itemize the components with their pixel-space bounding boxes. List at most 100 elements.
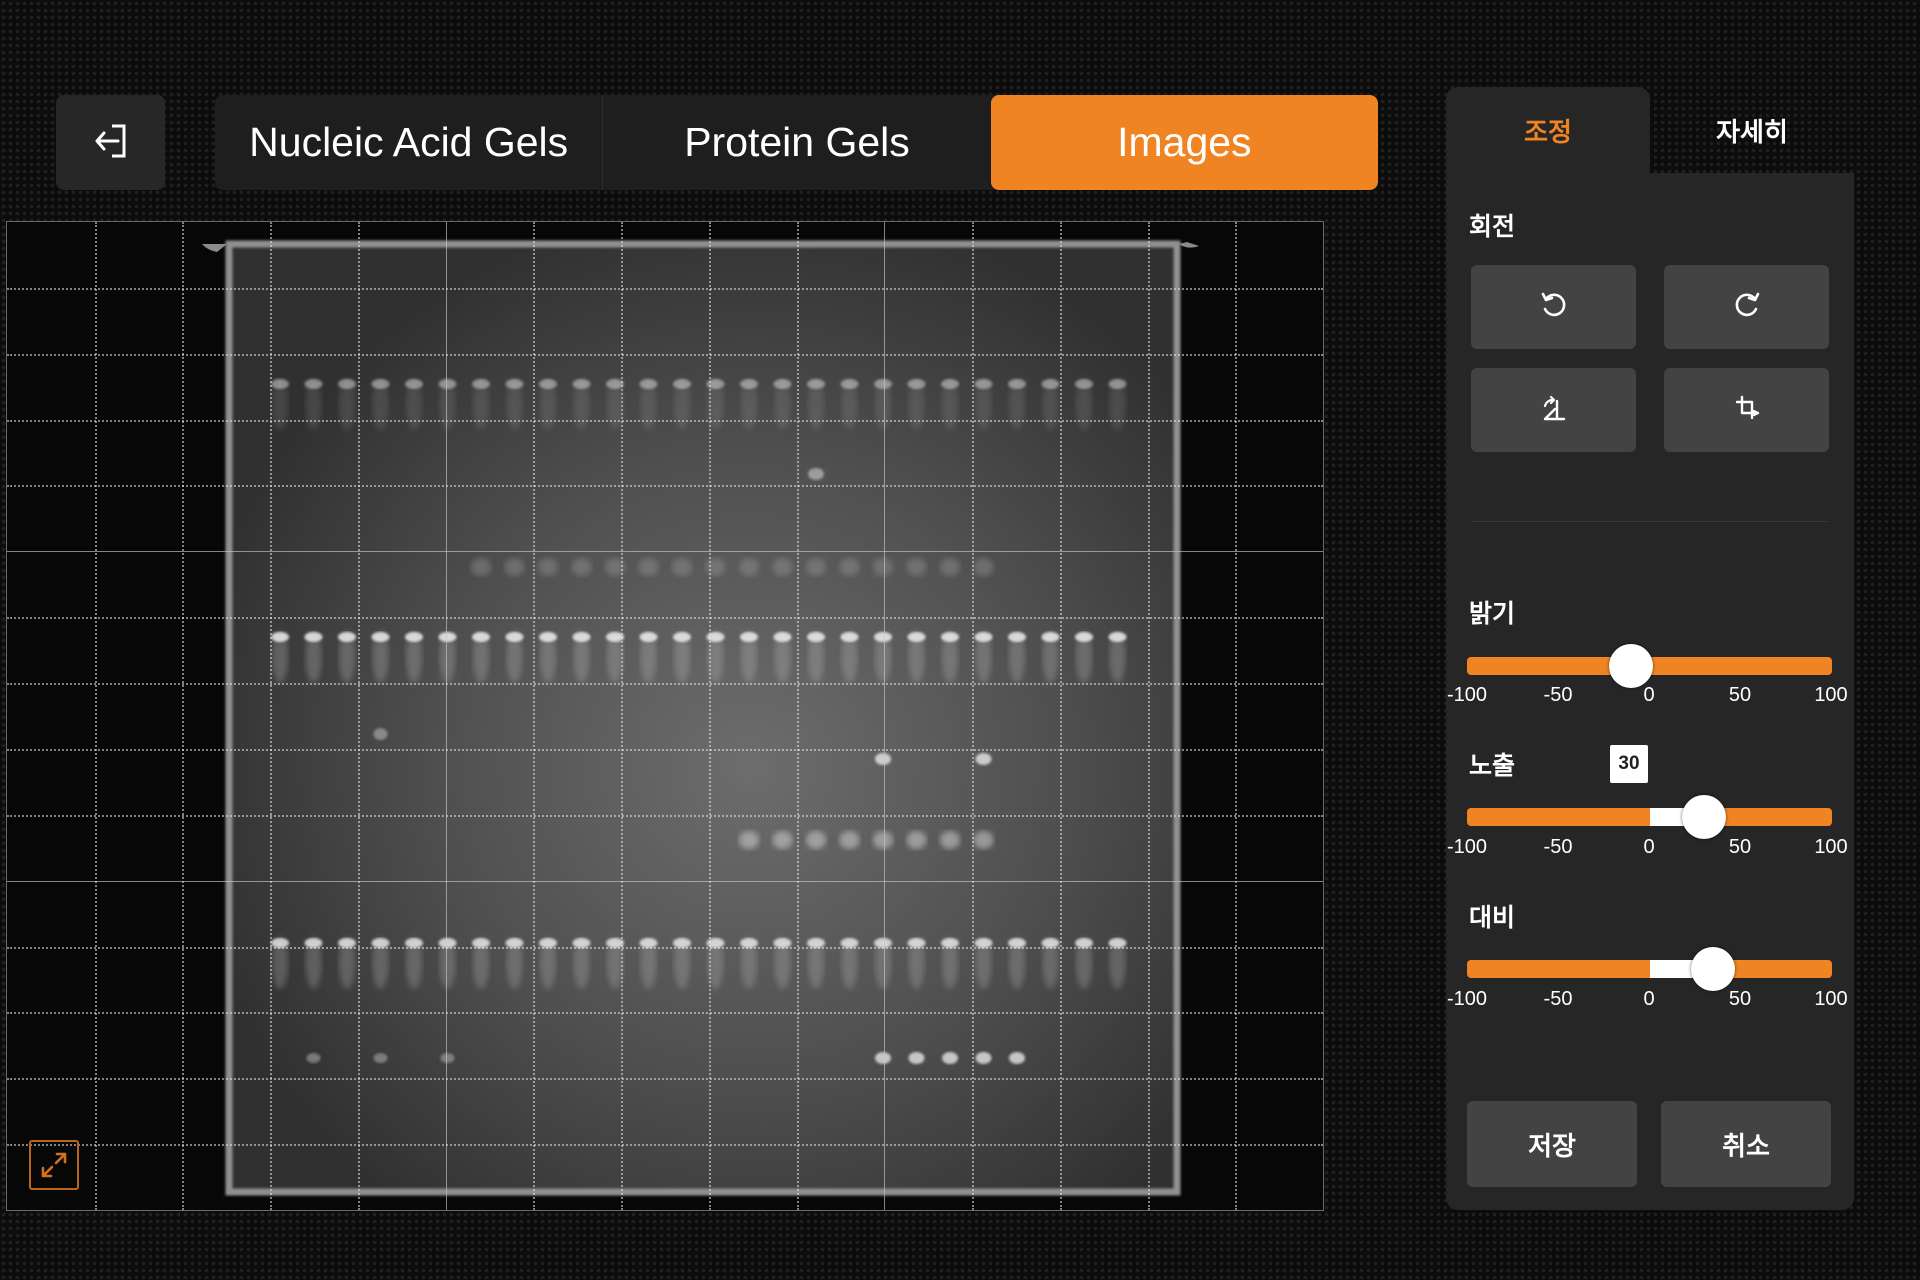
gel-band [673,379,691,389]
gel-band [439,937,456,989]
tick-label: -100 [1446,684,1488,706]
flip-horizontal-icon [1537,391,1571,429]
gel-band [1008,938,1026,948]
gel-band [940,558,960,576]
gel-band [306,1053,321,1063]
exposure-slider[interactable] [1467,795,1832,839]
gel-band [540,378,556,430]
gel-band [271,938,289,948]
contrast-slider-thumb[interactable] [1691,947,1736,991]
gel-band [1042,378,1059,430]
gel-band [439,378,456,430]
brightness-label: 밝기 [1469,599,1516,628]
gel-band [875,1052,891,1064]
grid-line-minor [182,222,185,1210]
gel-band [941,938,959,948]
gel-band [1108,632,1127,642]
gel-band [674,378,690,430]
gel-slab [229,244,1177,1192]
grid-line-minor [7,419,1323,422]
gel-band [774,378,791,430]
gel-band [940,831,960,849]
gel-band [941,632,959,642]
gel-band [975,378,992,430]
gel-band [773,632,792,642]
grid-line-minor [7,353,1323,356]
tab-details[interactable]: 자세히 [1716,117,1788,148]
tick-label: 50 [1728,684,1752,706]
gel-band [572,379,591,389]
rotate-right-icon [1730,288,1764,326]
gel-band [638,558,659,576]
grid-line-minor [357,222,360,1210]
tab-nucleic-acid-gels[interactable]: Nucleic Acid Gels [249,119,569,165]
save-button[interactable]: 저장 [1467,1101,1637,1187]
gel-band [371,632,390,642]
tick-label: 50 [1728,988,1752,1010]
gel-band [639,632,658,642]
gel-band [506,378,523,430]
gel-band [1076,378,1092,430]
gel-band [1008,632,1026,642]
gel-band [1041,938,1060,948]
gel-band [672,558,692,576]
gel-band [339,937,355,989]
tab-adjust[interactable]: 조정 [1446,87,1650,173]
grid-line-minor [533,222,536,1210]
gel-band [841,378,858,430]
tab-protein-gels[interactable]: Protein Gels [602,95,990,190]
gel-band [473,631,489,683]
gel-band [1075,379,1093,389]
gel-band [473,937,489,989]
gel-band [439,631,456,683]
tab-images[interactable]: Images [990,95,1378,190]
gel-band [773,379,792,389]
gel-band [1075,938,1093,948]
rotate-left-icon [1537,288,1571,326]
gel-band [1076,631,1092,683]
gel-band [1008,379,1026,389]
gel-band [438,379,457,389]
gel-band [506,631,523,683]
grid-line-minor [796,222,799,1210]
contrast-slider[interactable] [1467,947,1832,991]
cancel-button[interactable]: 취소 [1661,1101,1831,1187]
gel-band [908,631,925,683]
brightness-slider[interactable] [1467,644,1832,688]
gel-band [1109,631,1126,683]
rotate-right-90-button[interactable] [1664,368,1829,452]
rotation-label: 회전 [1469,212,1516,241]
gel-band [740,938,758,948]
rotate-left-button[interactable] [1471,265,1636,349]
gel-band [673,632,691,642]
gel-band [539,632,557,642]
gel-band [371,379,390,389]
gel-band [605,558,625,576]
gel-band [304,938,323,948]
gel-band [305,631,322,683]
gel-band [338,938,356,948]
rotate-right-button[interactable] [1664,265,1829,349]
grid-line-minor [7,1012,1323,1015]
gel-band [1009,378,1025,430]
gel-band [706,938,725,948]
gel-band [907,632,926,642]
gel-image-viewer[interactable] [6,221,1324,1211]
rotate-left-90-button[interactable] [1471,368,1636,452]
exposure-ticks: -100 -50 0 50 100 [1447,836,1852,860]
panel-divider [1472,521,1827,522]
gel-band [772,831,793,849]
gel-band [774,937,791,989]
brightness-slider-thumb[interactable] [1609,644,1654,688]
gel-band [272,631,288,683]
grid-line-major [884,222,886,1210]
expand-icon[interactable] [29,1140,79,1190]
gel-band [974,632,993,642]
gel-band [974,938,993,948]
gel-band [573,937,590,989]
exposure-slider-thumb[interactable] [1682,795,1727,839]
gel-band [1108,379,1127,389]
gel-band [874,938,892,948]
back-button[interactable] [56,95,165,190]
brightness-ticks: -100 -50 0 50 100 [1447,684,1852,708]
